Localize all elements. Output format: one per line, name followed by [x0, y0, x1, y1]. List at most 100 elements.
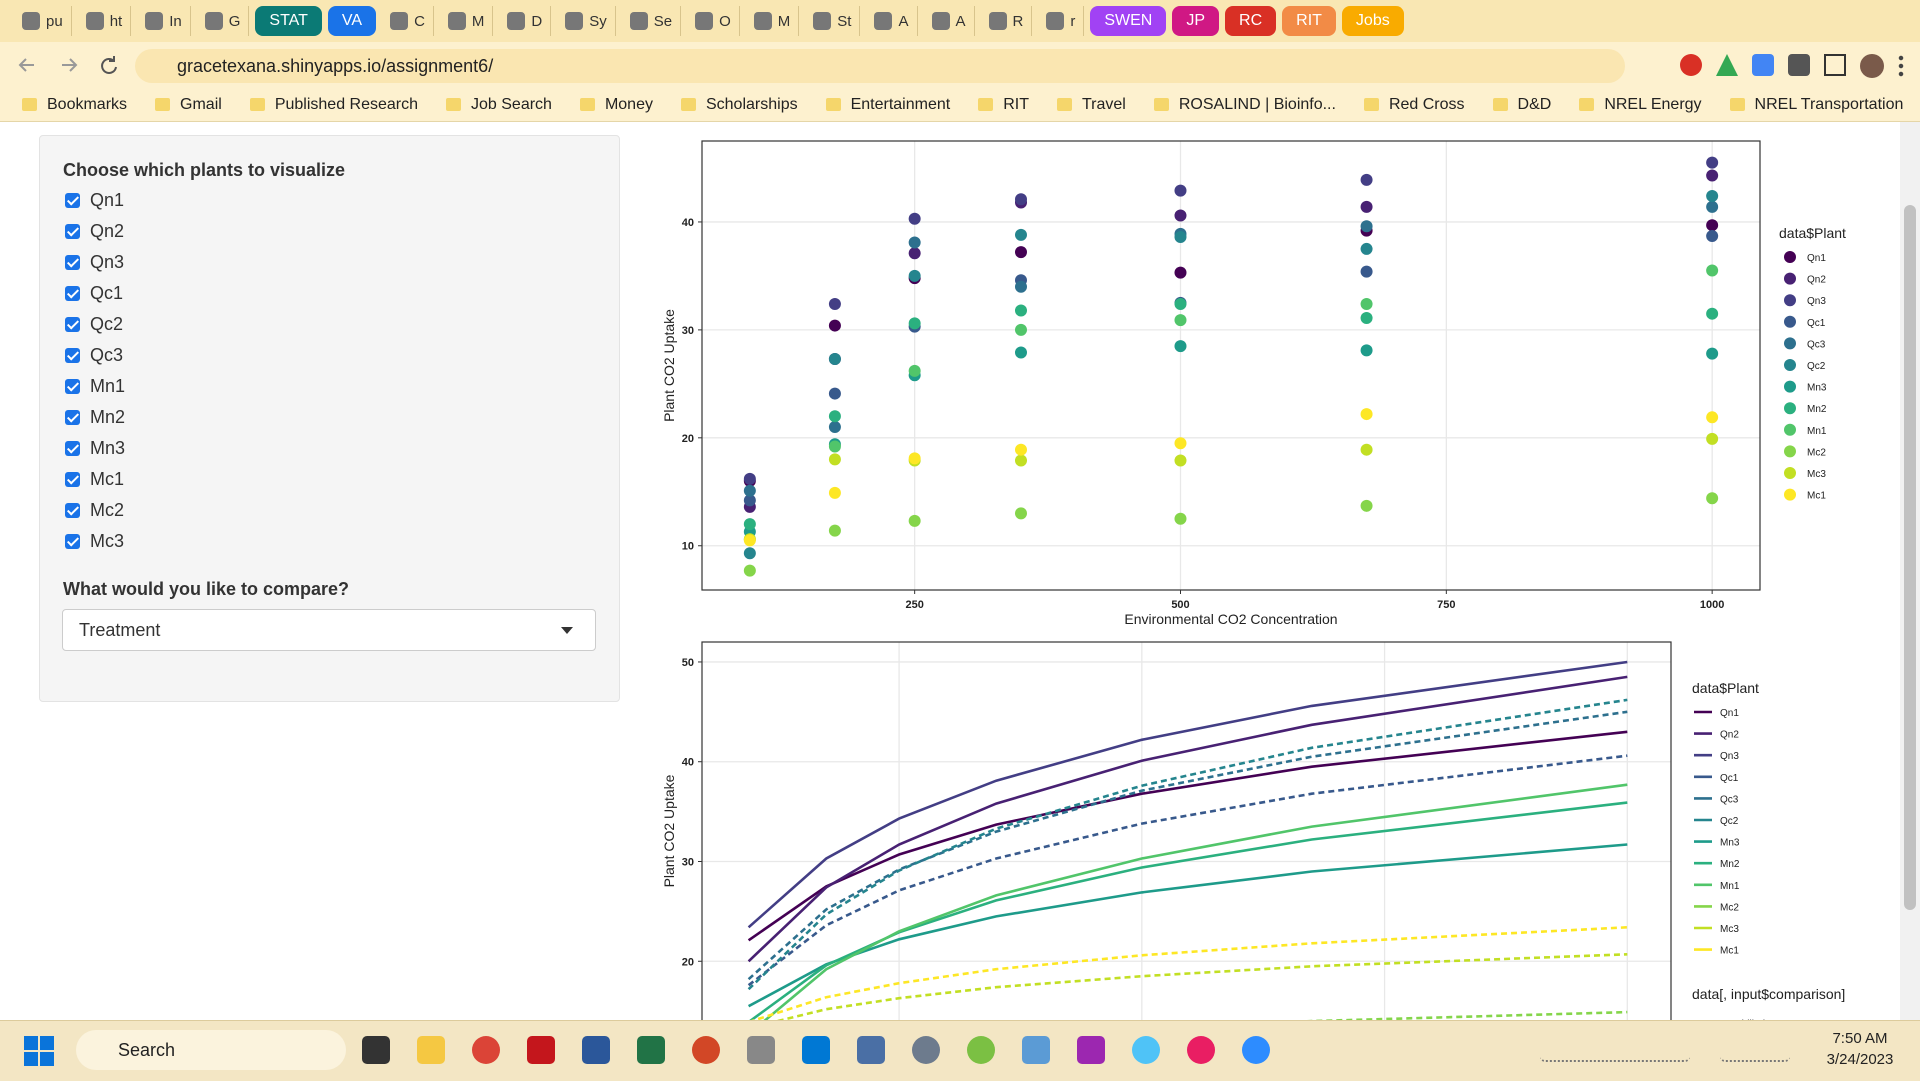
browser-tab[interactable]: A: [924, 6, 975, 36]
browser-tab[interactable]: r: [1038, 6, 1085, 36]
browser-tab[interactable]: D: [499, 6, 552, 36]
checkbox[interactable]: [65, 534, 80, 549]
browser-tab[interactable]: M: [440, 6, 494, 36]
browser-tab[interactable]: M: [746, 6, 800, 36]
browser-tab[interactable]: Se: [622, 6, 682, 36]
checkbox-row[interactable]: Mn3: [65, 433, 125, 464]
checkbox-row[interactable]: Mc3: [65, 526, 125, 557]
bookmark[interactable]: Published Research: [249, 96, 418, 114]
browser-tab[interactable]: R: [981, 6, 1033, 36]
checkbox[interactable]: [65, 379, 80, 394]
browser-tab[interactable]: A: [866, 6, 918, 36]
tab-title: RIT: [1296, 12, 1322, 29]
checkbox[interactable]: [65, 503, 80, 518]
browser-tab[interactable]: STAT: [255, 6, 322, 36]
bookmark[interactable]: Money: [579, 96, 653, 114]
bookmark[interactable]: Red Cross: [1363, 96, 1465, 114]
bookmark[interactable]: D&D: [1492, 96, 1551, 114]
checkbox-row[interactable]: Qn1: [65, 185, 125, 216]
checkbox-row[interactable]: Mn2: [65, 402, 125, 433]
explorer-icon[interactable]: [417, 1036, 445, 1064]
browser-tab[interactable]: SWEN: [1090, 6, 1167, 36]
browser-tab[interactable]: JP: [1172, 6, 1220, 36]
profile-icon[interactable]: [1860, 54, 1884, 78]
browser-tab[interactable]: G: [197, 6, 250, 36]
url-bar[interactable]: gracetexana.shinyapps.io/assignment6/: [135, 49, 1625, 83]
browser-tab[interactable]: ht: [78, 6, 132, 36]
sidepanel-icon[interactable]: [1824, 54, 1846, 76]
bookmark[interactable]: NREL Transportation: [1729, 96, 1903, 114]
scrollbar-thumb[interactable]: [1904, 205, 1916, 910]
app-icon[interactable]: [1132, 1036, 1160, 1064]
checkbox-label: Mc1: [90, 469, 125, 489]
excel-icon[interactable]: [637, 1036, 665, 1064]
bookmark[interactable]: NREL Energy: [1579, 96, 1702, 114]
vscode-icon[interactable]: [802, 1036, 830, 1064]
browser-tab[interactable]: RC: [1225, 6, 1277, 36]
checkbox[interactable]: [65, 224, 80, 239]
checkbox[interactable]: [65, 410, 80, 425]
adblock-icon[interactable]: [1680, 54, 1702, 76]
calculator-icon[interactable]: [747, 1036, 775, 1064]
app-icon[interactable]: [857, 1036, 885, 1064]
browser-tab[interactable]: C: [382, 6, 434, 36]
nav-buttons[interactable]: [14, 52, 124, 78]
browser-tab[interactable]: pu: [14, 6, 72, 36]
checkbox-row[interactable]: Qn2: [65, 216, 125, 247]
word-icon[interactable]: [582, 1036, 610, 1064]
menu-icon[interactable]: [1898, 54, 1904, 78]
bookmark[interactable]: Bookmarks: [22, 96, 127, 114]
tableau-icon[interactable]: [1022, 1036, 1050, 1064]
checkbox-row[interactable]: Qc2: [65, 309, 125, 340]
checkbox-row[interactable]: Mc1: [65, 464, 125, 495]
status-icons[interactable]: [1720, 1040, 1790, 1062]
bookmark[interactable]: ROSALIND | Bioinfo...: [1153, 96, 1336, 114]
chrome-icon[interactable]: [472, 1036, 500, 1064]
bookmark[interactable]: Entertainment: [825, 96, 950, 114]
browser-tab[interactable]: In: [137, 6, 191, 36]
terminal-icon[interactable]: [362, 1036, 390, 1064]
tray-icons[interactable]: [1540, 1040, 1690, 1062]
checkbox-row[interactable]: Qc1: [65, 278, 125, 309]
checkbox[interactable]: [65, 441, 80, 456]
checkbox-row[interactable]: Qn3: [65, 247, 125, 278]
checkbox[interactable]: [65, 255, 80, 270]
tab-icon: [565, 12, 584, 30]
browser-tab[interactable]: O: [687, 6, 740, 36]
bookmark[interactable]: RIT: [978, 96, 1029, 114]
bookmark[interactable]: Travel: [1056, 95, 1126, 114]
browser-tab[interactable]: VA: [327, 6, 377, 36]
snip-icon[interactable]: [1077, 1036, 1105, 1064]
checkbox-row[interactable]: Qc3: [65, 340, 125, 371]
bookmark[interactable]: Job Search: [446, 96, 552, 114]
checkbox[interactable]: [65, 286, 80, 301]
zoom-icon[interactable]: [1242, 1036, 1270, 1064]
qgis-icon[interactable]: [967, 1036, 995, 1064]
r-icon[interactable]: [912, 1036, 940, 1064]
bookmark-label: Travel: [1081, 95, 1126, 113]
browser-tab[interactable]: St: [805, 6, 861, 36]
powerpoint-icon[interactable]: [692, 1036, 720, 1064]
extensions-icon[interactable]: [1788, 54, 1810, 76]
translate-icon[interactable]: [1752, 54, 1774, 76]
acrobat-icon[interactable]: [527, 1036, 555, 1064]
clock[interactable]: 7:50 AM 3/24/2023: [1810, 1028, 1910, 1070]
checkbox-row[interactable]: Mn1: [65, 371, 125, 402]
app-icon[interactable]: [1187, 1036, 1215, 1064]
checkbox-row[interactable]: Mc2: [65, 495, 125, 526]
checkbox[interactable]: [65, 193, 80, 208]
browser-tab[interactable]: Jobs: [1341, 6, 1404, 36]
checkbox[interactable]: [65, 472, 80, 487]
checkbox[interactable]: [65, 317, 80, 332]
tab-icon: [507, 12, 526, 30]
bookmark[interactable]: Gmail: [155, 96, 222, 114]
browser-tab[interactable]: Sy: [557, 6, 616, 36]
checkbox[interactable]: [65, 348, 80, 363]
bookmark[interactable]: Scholarships: [680, 96, 798, 114]
taskbar-search[interactable]: Search: [76, 1030, 346, 1070]
compare-select[interactable]: Treatment: [62, 609, 596, 651]
browser-tab[interactable]: RIT: [1282, 6, 1336, 36]
legend-swatch: [1784, 272, 1796, 285]
y-tick-label: 10: [682, 541, 694, 553]
start-button[interactable]: [24, 1036, 54, 1066]
